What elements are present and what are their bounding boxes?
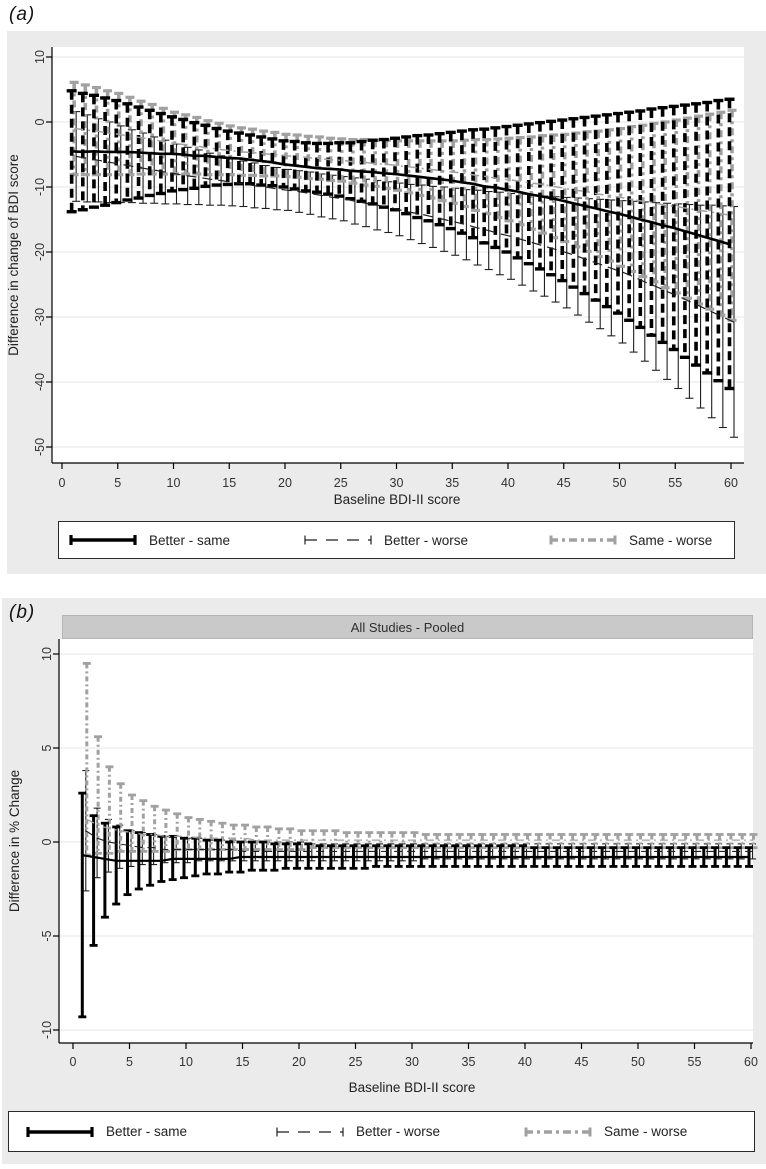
x-tick-label: 20 <box>278 476 292 490</box>
y-tick-label: -20 <box>33 243 47 261</box>
x-tick-label: 30 <box>405 1055 419 1069</box>
x-tick-label: 5 <box>126 1055 133 1069</box>
y-tick-label: 0 <box>40 838 54 845</box>
x-tick-label: 20 <box>292 1055 306 1069</box>
x-tick-label: 40 <box>501 476 515 490</box>
legend-entry-better-worse: Better - worse <box>301 532 468 548</box>
legend-entry-better-worse: Better - worse <box>273 1124 440 1140</box>
legend-entry-same-worse: Same - worse <box>546 532 712 548</box>
x-tick-label: 30 <box>390 476 404 490</box>
y-tick-label: -40 <box>33 373 47 391</box>
panel-b-series-better_worse-line <box>85 830 753 852</box>
x-tick-label: 35 <box>462 1055 476 1069</box>
x-tick-label: 55 <box>668 476 682 490</box>
x-tick-label: 15 <box>222 476 236 490</box>
y-tick-label: 0 <box>33 118 47 125</box>
panel-a-label: (a) <box>9 4 36 25</box>
legend-entry-better-same: Better - same <box>23 1124 187 1140</box>
y-tick-label: -30 <box>33 308 47 326</box>
panel-b-title: All Studies - Pooled <box>350 619 465 635</box>
x-tick-label: 25 <box>349 1055 363 1069</box>
x-tick-label: 40 <box>518 1055 532 1069</box>
y-tick-label: -10 <box>33 178 47 196</box>
panel-a-series <box>66 80 738 438</box>
panel-b-grid <box>59 639 753 1043</box>
legend-label-better-same: Better - same <box>106 1124 188 1139</box>
legend-label-same-worse: Same - worse <box>629 532 713 548</box>
panel-b-series <box>78 662 758 1019</box>
panel-b-title-bar: All Studies - Pooled <box>62 615 753 639</box>
panel-a-axes: 10 0 -10 -20 -30 -40 -50 0 5 10 15 20 25 30 35 40 45 50 55… <box>33 47 744 490</box>
same-worse-line-sample <box>549 535 617 545</box>
legend-label-better-worse: Better - worse <box>356 1124 441 1139</box>
legend-label-same-worse: Same - worse <box>604 1124 688 1139</box>
legend-entry-same-worse: Same - worse <box>521 1124 687 1140</box>
x-tick-label: 10 <box>167 476 181 490</box>
better-same-line-sample <box>69 535 137 545</box>
x-tick-label: 60 <box>744 1055 758 1069</box>
better-worse-line-sample <box>304 535 372 545</box>
y-tick-label: 10 <box>33 50 47 64</box>
panel-a-legend: Better - same Better - worse Same - wors… <box>58 521 735 559</box>
x-tick-label: 25 <box>334 476 348 490</box>
panel-b-legend: Better - same Better - worse Same - wors… <box>8 1111 755 1152</box>
panel-a-series-better_same-line <box>71 149 730 246</box>
y-tick-label: -50 <box>33 438 47 456</box>
legend-label-better-worse: Better - worse <box>384 532 469 548</box>
better-same-line-sample <box>26 1126 94 1137</box>
panel-b-series-better_same-line <box>82 854 749 862</box>
x-tick-label: 5 <box>114 476 121 490</box>
panel-a-chart: 10 0 -10 -20 -30 -40 -50 0 5 10 15 20 25 30 35 40 45 50 55… <box>7 47 744 507</box>
x-tick-label: 50 <box>631 1055 645 1069</box>
panel-a-series-same_worse-line <box>74 127 733 217</box>
x-tick-label: 10 <box>179 1055 193 1069</box>
x-tick-label: 35 <box>445 476 459 490</box>
x-tick-label: 50 <box>613 476 627 490</box>
panel-a-y-axis-title: Difference in change of BDI score <box>7 154 21 356</box>
panel-a-series-better_worse-line <box>76 155 735 323</box>
panel-b-series-same_worse-line <box>86 818 754 841</box>
x-tick-label: 15 <box>236 1055 250 1069</box>
panel-b-label: (b) <box>9 602 36 623</box>
y-tick-label: -5 <box>40 930 54 941</box>
x-tick-label: 45 <box>575 1055 589 1069</box>
x-tick-label: 45 <box>557 476 571 490</box>
x-tick-label: 55 <box>688 1055 702 1069</box>
x-tick-label: 0 <box>70 1055 77 1069</box>
panel-a-x-axis-title: Baseline BDI-II score <box>334 492 461 507</box>
y-tick-label: 10 <box>40 647 54 661</box>
y-tick-label: -10 <box>40 1021 54 1039</box>
y-tick-label: 5 <box>40 744 54 751</box>
x-tick-label: 60 <box>724 476 738 490</box>
better-worse-line-sample <box>276 1127 344 1136</box>
legend-label-better-same: Better - same <box>149 532 231 548</box>
panel-b-x-axis-title: Baseline BDI-II score <box>349 1080 476 1095</box>
panel-b-y-axis-title: Difference in % Change <box>7 770 22 912</box>
panel-a-series-same_worse-bars <box>69 80 737 322</box>
panel-b-series-same_worse-bars <box>82 662 758 857</box>
x-tick-label: 0 <box>59 476 66 490</box>
same-worse-line-sample <box>524 1127 592 1136</box>
legend-entry-better-same: Better - same <box>66 532 230 548</box>
